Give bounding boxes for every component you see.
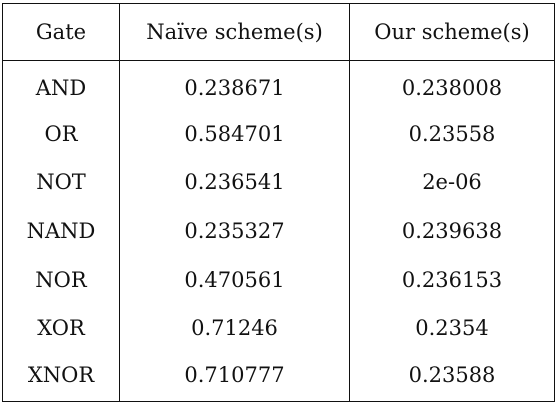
table-body: AND 0.238671 0.238008 OR 0.584701 0.2355… (3, 60, 555, 402)
naive-time-cell: 0.238671 (119, 60, 350, 110)
our-time-cell: 0.23588 (349, 352, 555, 402)
table-row: XNOR 0.710777 0.23588 (3, 352, 555, 402)
table-row: AND 0.238671 0.238008 (3, 60, 555, 110)
header-gate: Gate (35, 20, 87, 44)
gate-cell: XOR (37, 316, 85, 341)
naive-time-cell: 0.470561 (119, 255, 350, 304)
table-row: NAND 0.235327 0.239638 (3, 206, 555, 256)
header-row: Gate Naïve scheme(s) Our scheme(s) (2, 3, 555, 61)
gate-cell: NOR (35, 267, 87, 292)
table-row: NOT 0.236541 2e-06 (3, 157, 555, 207)
header-naive-scheme: Naïve scheme(s) (119, 3, 350, 61)
naive-time-cell: 0.71246 (119, 303, 350, 353)
our-time-cell: 2e-06 (349, 157, 555, 207)
our-time-cell: 0.236153 (349, 255, 555, 304)
header-our-scheme: Our scheme(s) (349, 3, 555, 61)
gate-cell: NAND (26, 218, 96, 243)
gate-cell: NOT (36, 170, 86, 195)
table-header: Gate Naïve scheme(s) Our scheme(s) (2, 3, 555, 61)
gate-cell: XNOR (27, 362, 95, 387)
our-time-cell: 0.238008 (349, 60, 555, 110)
naive-time-cell: 0.584701 (119, 109, 350, 158)
gate-cell: AND (35, 75, 87, 100)
naive-time-cell: 0.710777 (119, 352, 350, 402)
gate-cell: OR (44, 121, 78, 146)
naive-time-cell: 0.235327 (119, 206, 350, 256)
table-row: OR 0.584701 0.23558 (3, 109, 555, 158)
our-time-cell: 0.23558 (349, 109, 555, 158)
naive-time-cell: 0.236541 (119, 157, 350, 207)
table-row: XOR 0.71246 0.2354 (3, 303, 555, 353)
our-time-cell: 0.2354 (349, 303, 555, 353)
our-time-cell: 0.239638 (349, 206, 555, 256)
table-row: NOR 0.470561 0.236153 (3, 255, 555, 304)
results-table: Gate Naïve scheme(s) Our scheme(s) AND 0… (2, 3, 555, 402)
